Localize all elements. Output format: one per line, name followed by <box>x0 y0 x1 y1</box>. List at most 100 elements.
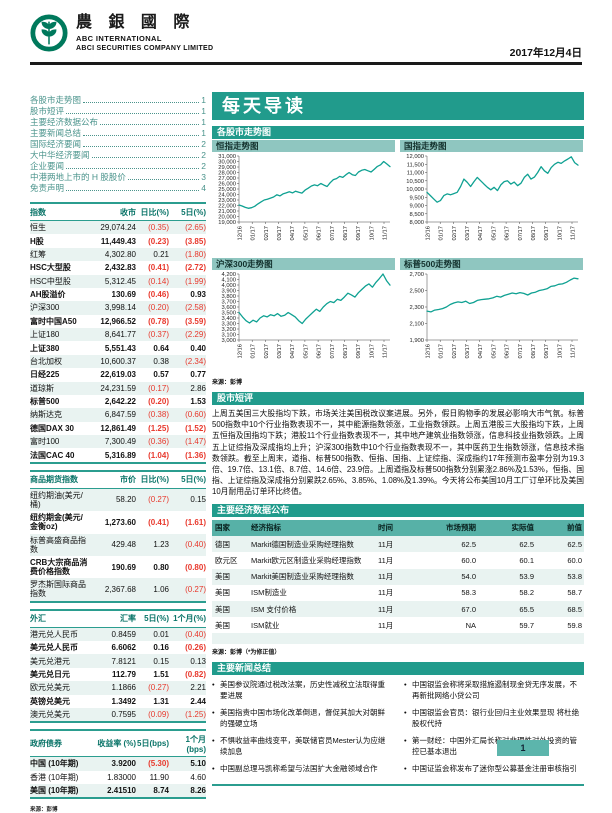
toc-page-number: 1 <box>201 117 206 127</box>
toc-item[interactable]: 免责声明 4 <box>30 183 206 194</box>
table-header-cell: 日比(%) <box>140 475 169 485</box>
table-cell-value: 8.26 <box>190 786 206 796</box>
table-cell-value: (1.25) <box>148 423 169 433</box>
section-news-title: 主要新闻总结 <box>212 662 584 676</box>
table-row-label: 富时100 <box>30 437 60 447</box>
svg-text:3,700: 3,700 <box>221 300 236 306</box>
toc-item[interactable]: 主要经济数据公布 1 <box>30 117 206 128</box>
svg-text:07/17: 07/17 <box>330 344 336 359</box>
toc-item[interactable]: 企业要闻 2 <box>30 161 206 172</box>
table-cell-value: (0.20) <box>148 397 169 407</box>
toc-item[interactable]: 国际经济要闻 2 <box>30 139 206 150</box>
svg-text:28,000: 28,000 <box>218 171 236 177</box>
toc-leader-dots <box>66 113 200 114</box>
table-cell-value: 24,231.59 <box>100 383 136 393</box>
svg-text:10/17: 10/17 <box>369 226 375 241</box>
table-row: 上证180 8,641.77 (0.37) (2.29) <box>30 328 206 342</box>
econ-cell: 67.0 <box>461 604 476 614</box>
chart-row-1: 恒指走势图 19,000 20,000 21,000 22,000 23,000 24,0… <box>212 140 584 257</box>
table-cell-value: (5.30) <box>148 759 169 769</box>
table-row-label: 纽约期金(美元/金衡oz) <box>30 513 83 532</box>
econ-cell: ISM就业 <box>251 620 280 630</box>
svg-text:4,000: 4,000 <box>221 283 236 289</box>
market-commentary-text: 上周五美国三大股指均下跌，市场关注美国税改议案进展。另外，假日购物季的发展必影响… <box>212 409 584 497</box>
toc: 各股市走势图 1 股市短评 1 主要经济数据公布 1 主要新闻总结 1 国际经济要闻 2 大中华经济… <box>30 95 206 194</box>
toc-leader-dots <box>100 124 200 125</box>
svg-text:11,000: 11,000 <box>407 171 424 177</box>
toc-item[interactable]: 主要新闻总结 1 <box>30 128 206 139</box>
table-cell-value: (2.72) <box>185 263 206 273</box>
econ-header-cell: 经济指标 <box>251 523 281 533</box>
table-cell-value: 29,074.24 <box>100 223 136 233</box>
toc-item[interactable]: 各股市走势图 1 <box>30 95 206 106</box>
table-cell-value: 12,966.52 <box>100 316 136 326</box>
table-row: 红筹 4,302.80 0.21 (1.80) <box>30 247 206 262</box>
news-item-text: 美国参议院通过税改法案，历史性减税立法取得重要进展 <box>220 680 385 700</box>
econ-cell: Markit美国制造业采购经理指数 <box>251 572 354 582</box>
svg-text:12,000: 12,000 <box>406 154 424 160</box>
table-row: HSC中型股 5,312.45 (0.14) (1.99) <box>30 274 206 288</box>
table-body: 纽约期油(美元/桶) 58.20 (0.27) 0.15 纽约期金(美元/金衡oz) 1,… <box>30 488 206 603</box>
news-item-text: 美国指责中国市场化改革倒退，督促其加大对朝鲜的强硬立场 <box>220 708 385 728</box>
econ-source-note: 来源：彭博（*为修正值） <box>212 650 281 657</box>
econ-cell: 53.8 <box>567 572 582 582</box>
svg-text:03/17: 03/17 <box>465 344 471 359</box>
svg-text:03/17: 03/17 <box>277 344 283 359</box>
svg-text:11,500: 11,500 <box>407 162 424 168</box>
toc-item[interactable]: 大中华经济要闻 2 <box>30 150 206 161</box>
table-cell-value: 0.57 <box>153 370 169 380</box>
toc-item[interactable]: 中港两地上市的 H 股股价 3 <box>30 172 206 183</box>
table-cell-value: (2.58) <box>185 303 206 313</box>
toc-item-label: 主要经济数据公布 <box>30 117 99 127</box>
chart-title: 恒指走势图 <box>212 140 395 152</box>
table-row: 美元兑港元 7.8121 0.15 0.13 <box>30 654 206 668</box>
table-cell-value: 112.79 <box>111 669 136 679</box>
svg-text:3,300: 3,300 <box>221 322 236 328</box>
table-cell-value: 1,273.60 <box>104 517 136 527</box>
table-row-label: 英镑兑美元 <box>30 696 70 706</box>
table-cell-value: (1.25) <box>185 710 206 720</box>
table-cell-value: (0.78) <box>148 316 169 326</box>
news-item: • 中国银监会称将采取措施遏制现金贷无序发展，不再新批网络小贷公司 <box>404 680 584 701</box>
econ-cell: 62.5 <box>519 539 534 549</box>
header-divider <box>30 62 582 65</box>
left-tables: 指数 收市 日比(%) 5日(%) 恒生 29,074.24 (0.35) (2.65) H股 1… <box>30 202 206 800</box>
table-cell-value: 190.69 <box>111 562 136 572</box>
svg-text:02/17: 02/17 <box>264 344 270 359</box>
table-cell-value: (2.65) <box>185 223 206 233</box>
section-charts-title: 各股市走势图 <box>212 126 584 139</box>
table-cell-value: (0.40) <box>185 629 206 639</box>
table-row: 富时100 7,300.49 (0.36) (1.47) <box>30 435 206 449</box>
toc-page-number: 4 <box>201 183 206 193</box>
table-cell-value: (0.17) <box>148 383 169 393</box>
table-cell-value: (0.35) <box>148 223 169 233</box>
table-cell-value: (0.41) <box>148 517 169 527</box>
toc-item[interactable]: 股市短评 1 <box>30 106 206 117</box>
table-cell-value: (0.80) <box>185 562 206 572</box>
table-cell-value: 4.60 <box>190 772 206 782</box>
table-cell-value: 1.1866 <box>111 683 136 693</box>
table-cell-value: 3.9200 <box>111 759 136 769</box>
fx-table: 外汇 汇率 5日(%) 1个月(%) 港元兑人民币 0.8459 0.01 (0.40) 美元兑… <box>30 608 206 724</box>
svg-text:04/17: 04/17 <box>290 226 296 241</box>
table-header-cell: 1个月(bps) <box>185 734 206 754</box>
svg-text:07/17: 07/17 <box>330 226 336 241</box>
table-body: 恒生 29,074.24 (0.35) (2.65) H股 11,449.43 (0.23)… <box>30 221 206 464</box>
news-item: • 美国参议院通过税改法案，历史性减税立法取得重要进展 <box>212 680 392 701</box>
table-row: 纽约期金(美元/金衡oz) 1,273.60 (0.41) (1.61) <box>30 511 206 533</box>
bottom-divider <box>212 783 584 787</box>
econ-cell: 美国 <box>215 572 230 582</box>
table-row-label: 美国 (10年期) <box>30 786 79 796</box>
table-row-label: 欧元兑美元 <box>30 683 70 693</box>
table-cell-value: 1.23 <box>153 540 169 550</box>
table-cell-value: 2.86 <box>190 383 206 393</box>
econ-row: 美国 Markit美国制造业采购经理指数 11月 54.0 53.9 53.8 <box>212 568 584 585</box>
svg-text:19,000: 19,000 <box>218 220 236 226</box>
table-row: H股 11,449.43 (0.23) (3.85) <box>30 234 206 247</box>
econ-cell: 60.0 <box>567 556 582 565</box>
svg-text:23,000: 23,000 <box>218 198 236 204</box>
table-row-label: 美元兑人民币 <box>30 643 78 653</box>
table-cell-value: 11,449.43 <box>100 236 136 246</box>
news-item: • 美国指责中国市场化改革倒退，督促其加大对朝鲜的强硬立场 <box>212 708 392 729</box>
table-row: 澳元兑美元 0.7595 (0.09) (1.25) <box>30 707 206 722</box>
